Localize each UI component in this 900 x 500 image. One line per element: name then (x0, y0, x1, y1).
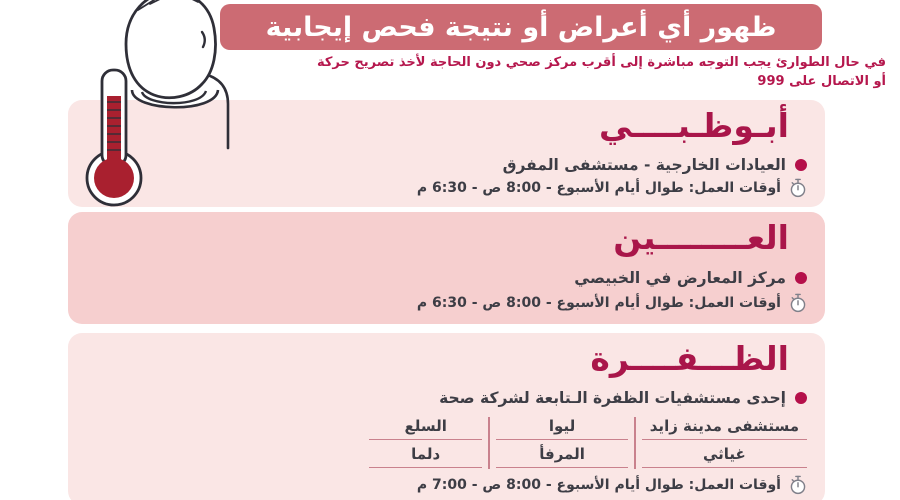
section-abu-dhabi-title: أبـوظـبــــي (598, 106, 789, 145)
header-title: ظهور أي أعراض أو نتيجة فحص إيجابية (265, 11, 777, 43)
hours-label: أوقات العمل: طوال أيام الأسبوع - 8:00 ص … (416, 476, 781, 493)
section-al-ain: العــــــــين مركز المعارض في الخبيصي أو… (68, 212, 825, 324)
bullet-dot-icon (795, 271, 807, 284)
hospital-table: مستشفى مدينة زايد غياثي ليوا المرفأ السل… (369, 415, 807, 471)
hours-row: أوقات العمل: طوال أيام الأسبوع - 8:00 ص … (84, 176, 809, 199)
emergency-note-line1: في حال الطوارئ يجب التوجه مباشرة إلى أقر… (316, 55, 886, 70)
head-outline-icon (124, 0, 217, 100)
location-row: العيادات الخارجية - مستشفى المفرق (84, 153, 809, 176)
stopwatch-icon (790, 293, 806, 313)
hours-row: أوقات العمل: طوال أيام الأسبوع - 8:00 ص … (84, 473, 809, 498)
hours-label: أوقات العمل: طوال أيام الأسبوع - 8:00 ص … (416, 179, 781, 196)
person-head-illustration (85, 0, 230, 207)
thermometer-icon (85, 68, 143, 207)
hospital-column-3: السلع دلما (369, 415, 483, 471)
location-label: مركز المعارض في الخبيصي (574, 268, 786, 287)
stopwatch-icon (790, 178, 806, 197)
section-al-dhafra-title: الظـــفــــرة (590, 339, 789, 378)
hospital-cell: مستشفى مدينة زايد (641, 415, 807, 440)
hospital-column-2: ليوا المرفأ (495, 415, 629, 471)
shoulder-line-icon (202, 72, 230, 150)
section-al-ain-title: العــــــــين (613, 218, 789, 257)
bullet-dot-icon (795, 392, 807, 405)
location-row: مركز المعارض في الخبيصي (84, 265, 809, 291)
header-bar: ظهور أي أعراض أو نتيجة فحص إيجابية (220, 4, 822, 50)
location-label: العيادات الخارجية - مستشفى المفرق (502, 155, 786, 174)
ear-icon (200, 30, 206, 49)
column-divider (634, 416, 636, 469)
hospital-cell: دلما (369, 443, 483, 468)
emergency-note: في حال الطوارئ يجب التوجه مباشرة إلى أقر… (317, 53, 886, 91)
location-label: إحدى مستشفيات الظفرة الـتابعة لشركة صحة (439, 389, 786, 408)
hospital-cell: السلع (369, 415, 483, 440)
column-divider (488, 416, 490, 469)
hospital-column-1: مستشفى مدينة زايد غياثي (641, 415, 807, 471)
emergency-note-line2: أو الاتصال على 999 (757, 74, 886, 89)
hospital-cell: المرفأ (495, 443, 629, 468)
hours-label: أوقات العمل: طوال أيام الأسبوع - 8:00 ص … (416, 295, 781, 312)
scalp-hatch-icon (137, 0, 199, 11)
hours-row: أوقات العمل: طوال أيام الأسبوع - 8:00 ص … (84, 291, 809, 317)
section-al-dhafra: الظـــفــــرة إحدى مستشفيات الظفرة الـتا… (68, 333, 825, 500)
location-row: إحدى مستشفيات الظفرة الـتابعة لشركة صحة (84, 386, 809, 411)
stopwatch-icon (790, 475, 806, 494)
bullet-dot-icon (795, 158, 807, 171)
hospital-cell: غياثي (641, 443, 807, 468)
hospital-cell: ليوا (495, 415, 629, 440)
section-abu-dhabi: أبـوظـبــــي العيادات الخارجية - مستشفى … (68, 100, 825, 207)
